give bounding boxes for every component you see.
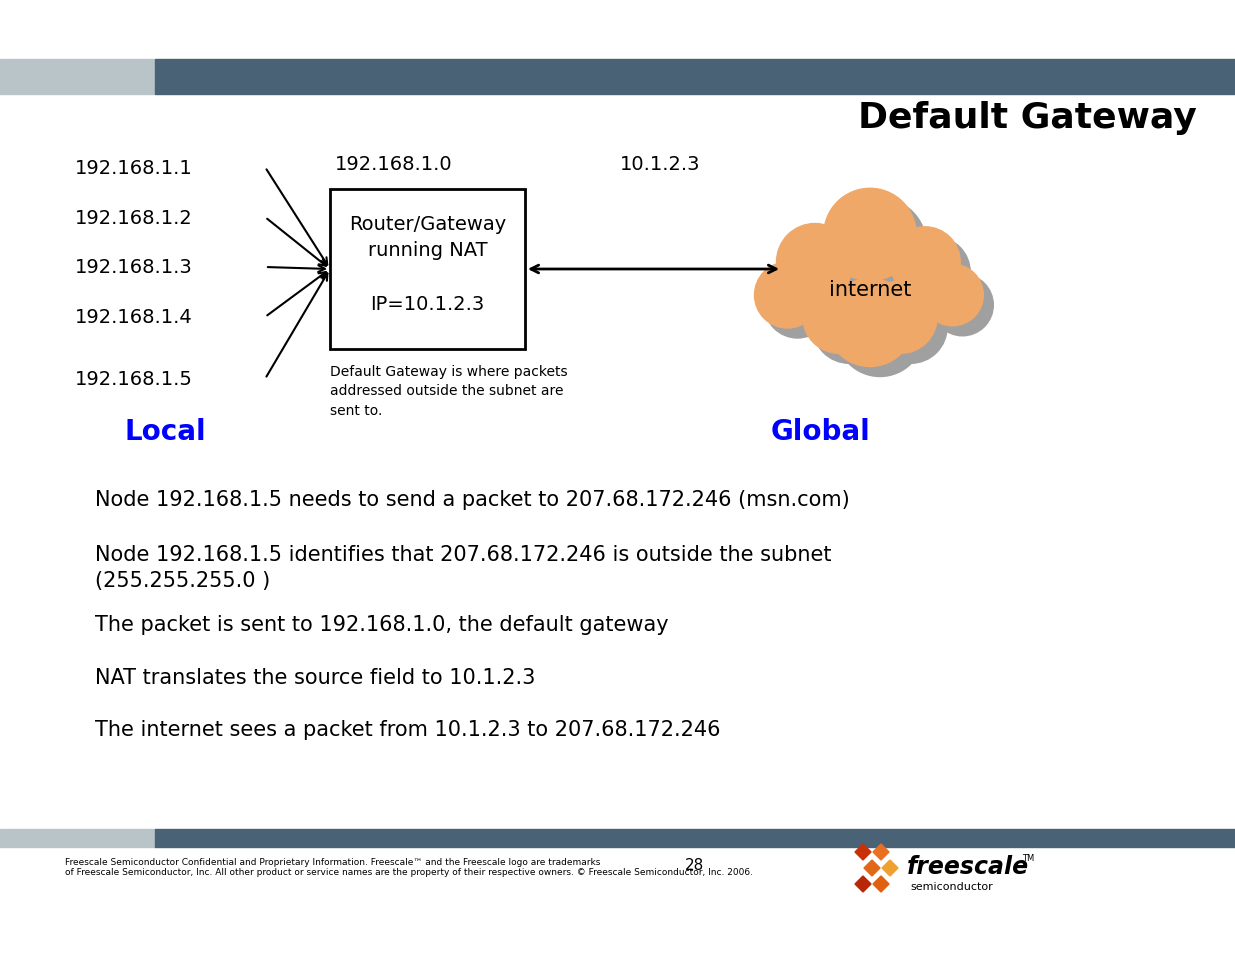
Text: 192.168.1.2: 192.168.1.2 [75, 209, 193, 227]
Text: 192.168.1.5: 192.168.1.5 [75, 370, 193, 389]
Circle shape [824, 189, 916, 281]
Text: Default Gateway: Default Gateway [858, 101, 1197, 135]
Bar [156, 60, 1235, 95]
Text: The internet sees a packet from 10.1.2.3 to 207.68.172.246: The internet sees a packet from 10.1.2.3… [95, 720, 720, 740]
Text: running NAT: running NAT [368, 240, 488, 259]
Text: 28: 28 [685, 857, 705, 872]
Text: Local: Local [125, 417, 206, 446]
Text: 192.168.1.3: 192.168.1.3 [75, 258, 193, 277]
Polygon shape [873, 844, 889, 861]
Circle shape [755, 263, 820, 329]
Text: NAT translates the source field to 10.1.2.3: NAT translates the source field to 10.1.… [95, 667, 536, 687]
Text: Global: Global [771, 417, 869, 446]
Circle shape [787, 234, 863, 312]
Text: Node 192.168.1.5 needs to send a packet to 207.68.172.246 (msn.com): Node 192.168.1.5 needs to send a packet … [95, 490, 850, 510]
Text: 192.168.1.0: 192.168.1.0 [335, 155, 452, 174]
Polygon shape [864, 861, 881, 876]
Text: Node 192.168.1.5 identifies that 207.68.172.246 is outside the subnet
(255.255.2: Node 192.168.1.5 identifies that 207.68.… [95, 544, 831, 591]
Circle shape [764, 273, 830, 338]
Polygon shape [855, 876, 871, 892]
Circle shape [889, 228, 960, 298]
Circle shape [921, 265, 983, 327]
Circle shape [836, 289, 924, 377]
Bar [0, 60, 156, 95]
Text: Freescale Semiconductor Confidential and Proprietary Information. Freescale™ and: Freescale Semiconductor Confidential and… [65, 857, 753, 877]
Bar [156, 829, 1235, 847]
Bar [330, 190, 525, 350]
Bar [0, 829, 156, 847]
Text: 192.168.1.4: 192.168.1.4 [75, 308, 193, 327]
Text: The packet is sent to 192.168.1.0, the default gateway: The packet is sent to 192.168.1.0, the d… [95, 615, 668, 635]
Circle shape [777, 224, 853, 301]
Circle shape [900, 237, 971, 308]
Circle shape [864, 281, 937, 354]
Text: Router/Gateway: Router/Gateway [348, 215, 506, 234]
Polygon shape [855, 844, 871, 861]
Circle shape [874, 292, 947, 364]
Text: freescale: freescale [906, 854, 1029, 878]
Polygon shape [882, 861, 898, 876]
Circle shape [803, 281, 876, 354]
Polygon shape [873, 876, 889, 892]
Circle shape [834, 199, 926, 292]
Text: internet: internet [829, 280, 911, 299]
Text: semiconductor: semiconductor [910, 882, 993, 891]
Circle shape [813, 292, 885, 364]
Circle shape [931, 274, 993, 336]
Text: TM: TM [1023, 854, 1034, 862]
Text: 192.168.1.1: 192.168.1.1 [75, 158, 193, 177]
Circle shape [826, 279, 914, 367]
Text: IP=10.1.2.3: IP=10.1.2.3 [370, 295, 484, 314]
Text: 10.1.2.3: 10.1.2.3 [620, 155, 700, 174]
Text: Default Gateway is where packets
addressed outside the subnet are
sent to.: Default Gateway is where packets address… [330, 365, 568, 417]
